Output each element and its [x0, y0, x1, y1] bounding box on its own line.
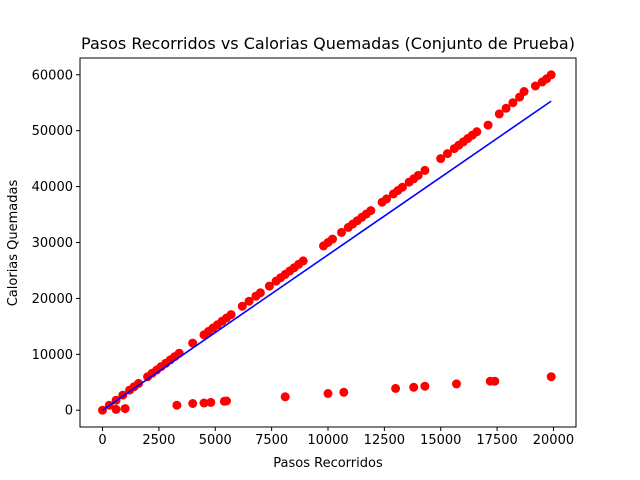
- scatter-point: [339, 387, 349, 397]
- scatter-point: [546, 372, 556, 382]
- scatter-point: [328, 234, 337, 244]
- scatter-point: [420, 165, 430, 175]
- scatter-point: [280, 392, 290, 402]
- scatter-point: [188, 338, 198, 348]
- scatter-point: [436, 154, 446, 164]
- scatter-point: [494, 109, 504, 119]
- chart-title: Pasos Recorridos vs Calorias Quemadas (C…: [81, 34, 575, 53]
- x-tick-label: 0: [98, 433, 106, 448]
- scatter-point: [222, 396, 231, 406]
- scatter-point: [134, 378, 144, 388]
- scatter-point: [519, 87, 529, 96]
- x-tick-label: 20000: [533, 433, 574, 448]
- scatter-point: [382, 194, 392, 204]
- scatter-point: [255, 288, 265, 298]
- scatter-point: [188, 399, 198, 408]
- x-tick-label: 17500: [476, 433, 517, 448]
- x-tick-label: 2500: [142, 433, 175, 448]
- y-tick-label: 50000: [32, 124, 73, 139]
- scatter-point: [366, 206, 376, 216]
- y-tick-label: 30000: [32, 236, 73, 251]
- scatter-point: [443, 149, 452, 159]
- x-tick-label: 10000: [307, 433, 348, 448]
- scatter-point: [546, 70, 556, 80]
- scatter-point: [199, 398, 209, 408]
- scatter-point: [237, 301, 247, 311]
- y-tick-label: 40000: [32, 180, 73, 195]
- y-tick-label: 10000: [32, 348, 73, 363]
- x-tick-label: 12500: [364, 433, 405, 448]
- y-axis-label: Calorias Quemadas: [6, 180, 21, 307]
- scatter-point: [226, 310, 236, 320]
- scatter-point: [111, 404, 121, 414]
- x-axis-label: Pasos Recorridos: [273, 456, 383, 471]
- scatter-point: [172, 400, 182, 410]
- scatter-point: [452, 379, 461, 389]
- scatter-point: [483, 120, 493, 130]
- scatter-point: [391, 383, 401, 393]
- y-tick-label: 0: [65, 404, 73, 419]
- x-axis-ticks: 0 2500 5000 7500 10000 12500 15000 17500 20000: [98, 427, 574, 448]
- scatter-point: [409, 382, 419, 392]
- scatter-point: [413, 170, 423, 180]
- y-tick-label: 60000: [32, 68, 73, 83]
- scatter-point: [298, 256, 308, 266]
- regression-line: [102, 100, 552, 411]
- scatter-point: [501, 103, 511, 113]
- scatter-point: [420, 381, 430, 391]
- scatter-point: [530, 81, 540, 91]
- y-axis-ticks: 0 10000 20000 30000 40000 50000 60000: [32, 68, 80, 419]
- scatter-point: [490, 376, 500, 386]
- scatter-point: [323, 389, 333, 398]
- x-tick-label: 7500: [255, 433, 288, 448]
- scatter-point: [206, 397, 216, 407]
- scatter-point: [120, 404, 130, 414]
- scatter-point: [244, 296, 254, 306]
- scatter-point: [337, 227, 346, 237]
- y-tick-label: 20000: [32, 292, 73, 307]
- x-tick-label: 15000: [420, 433, 461, 448]
- scatter-point: [472, 127, 482, 137]
- plot-area: [79, 57, 577, 428]
- scatter-point: [397, 182, 407, 192]
- scatter-point: [508, 98, 518, 108]
- scatter-point: [264, 281, 274, 291]
- scatter-point: [174, 348, 184, 358]
- x-tick-label: 5000: [199, 433, 232, 448]
